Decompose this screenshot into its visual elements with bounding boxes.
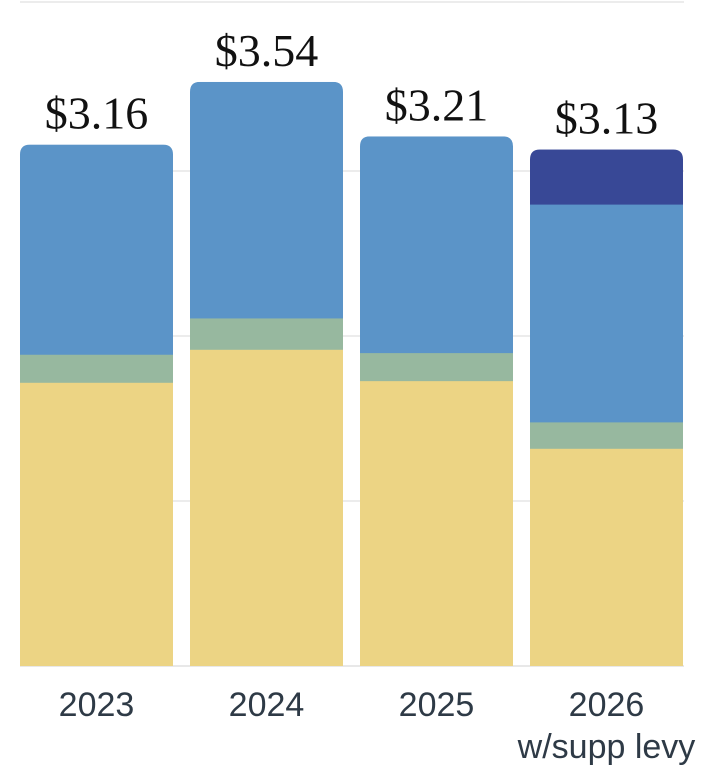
bar-segment-0 [20,382,173,667]
total-label: $3.13 [555,93,659,144]
total-label: $3.21 [385,79,489,130]
bar-segment-2 [20,144,173,355]
bars [20,81,683,667]
total-labels: $3.16 $3.54 $3.21 $3.13 [45,25,659,144]
bar-stack-0 [20,144,173,667]
bar-segment-1 [20,354,173,383]
x-axis-labels: 2023 2024 2025 2026 w/supp levy [59,686,696,766]
bar-segment-3 [530,149,683,205]
x-tick-label: 2025 [399,686,475,724]
bar-segment-2 [190,81,343,319]
bar-segment-2 [360,136,513,354]
x-tick-label: 2026 w/supp levy [517,686,696,766]
total-label: $3.54 [215,25,319,76]
bar-stack-1 [190,81,343,666]
bar-segment-2 [530,204,683,423]
bar-segment-1 [530,421,683,449]
total-label: $3.16 [45,88,149,139]
x-tick-label: 2024 [229,686,305,724]
bar-segment-1 [190,317,343,350]
bar-stack-3 [530,149,683,667]
bar-segment-0 [360,380,513,667]
bar-segment-1 [360,352,513,382]
bar-segment-0 [190,349,343,666]
x-tick-label: 2023 [59,686,135,724]
bar-segment-0 [530,448,683,667]
bar-stack-2 [360,136,513,667]
